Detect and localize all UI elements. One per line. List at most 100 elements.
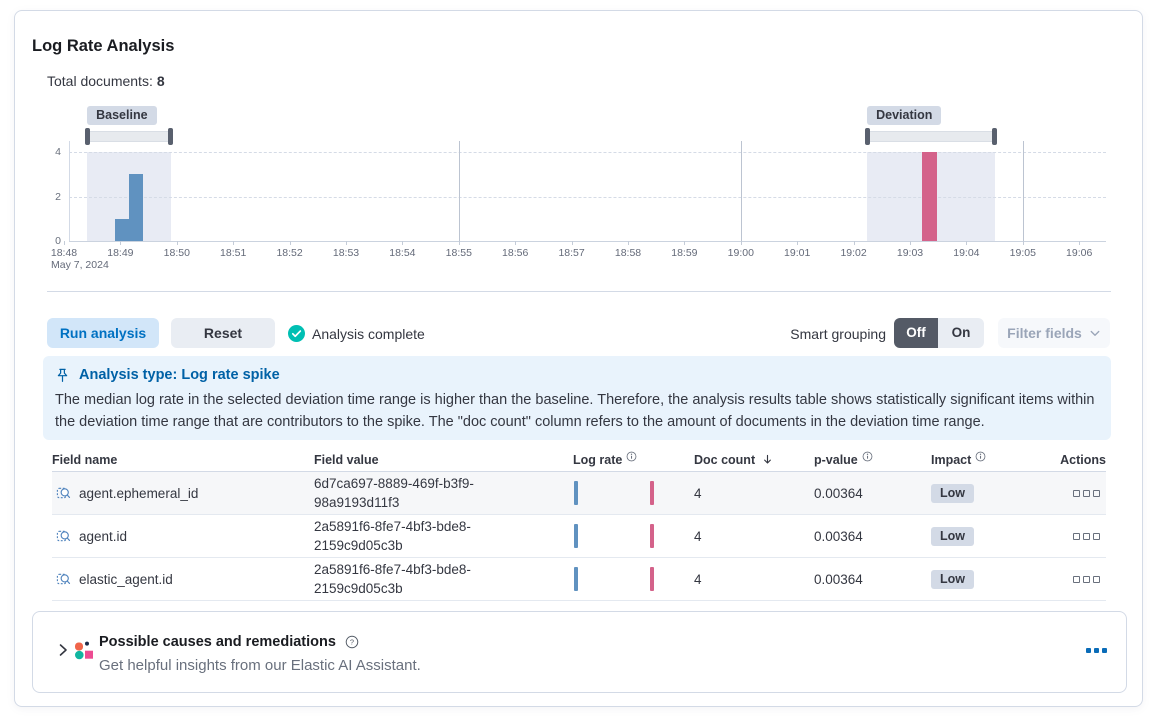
x-axis-tick — [1022, 241, 1024, 245]
table-row: agent.ephemeral_id 6d7ca697-8889-469f-b3f… — [52, 472, 1106, 515]
field-value: 2a5891f6-8fe7-4bf3-bde8-2159c9d05c3b — [314, 562, 471, 596]
deviation-brush-left-handle[interactable] — [865, 128, 871, 145]
field-filter-icon[interactable] — [56, 486, 71, 501]
x-axis-tick-label: 18:54 — [389, 247, 416, 259]
log-rate-cell — [561, 472, 681, 514]
x-axis-tick-label: 19:00 — [727, 247, 754, 259]
y-axis-line — [69, 141, 70, 241]
chevron-right-icon[interactable] — [55, 642, 71, 663]
x-gridline — [1022, 141, 1024, 241]
p-value-cell: 0.00364 — [814, 485, 863, 501]
table-header-row: Field name Field value Log rate Doc count p-… — [52, 448, 1106, 472]
row-actions-icon[interactable] — [1073, 489, 1100, 497]
deviation-label-badge: Deviation — [867, 106, 942, 125]
baseline-bar — [128, 174, 143, 241]
column-header-field-value[interactable]: Field value — [314, 453, 561, 467]
row-actions-icon[interactable] — [1073, 575, 1100, 583]
smart-grouping-off-button[interactable]: Off — [894, 318, 938, 348]
field-name-cell: agent.ephemeral_id — [52, 486, 314, 501]
x-axis-date-label: May 7, 2024 — [51, 259, 109, 271]
x-axis-tick-label: 19:03 — [896, 247, 924, 259]
impact-cell: Low — [918, 569, 1048, 589]
field-value-cell: 6d7ca697-8889-469f-b3f9-98a9193d11f3 — [314, 474, 561, 512]
field-filter-icon[interactable] — [56, 572, 71, 587]
table-row: elastic_agent.id 2a5891f6-8fe7-4bf3-bde8-… — [52, 558, 1106, 601]
y-axis-tick-label: 0 — [55, 235, 61, 247]
column-header-label: Field value — [314, 452, 379, 467]
row-actions-icon[interactable] — [1073, 532, 1100, 540]
possible-causes-panel: Possible causes and remediations ? Get h… — [32, 611, 1127, 693]
pin-icon — [55, 368, 70, 383]
log-rate-deviation-tick — [650, 524, 654, 548]
impact-cell: Low — [918, 526, 1048, 546]
info-icon[interactable] — [626, 451, 637, 468]
field-name: elastic_agent.id — [79, 571, 173, 587]
filter-fields-label: Filter fields — [1007, 325, 1082, 341]
baseline-brush-left-handle[interactable] — [85, 128, 91, 145]
log-rate-cell — [561, 515, 681, 557]
log-rate-deviation-tick — [650, 481, 654, 505]
info-icon[interactable] — [862, 451, 873, 468]
doc-count-cell: 4 — [694, 528, 702, 544]
x-axis-tick — [346, 241, 347, 245]
baseline-bar — [114, 218, 129, 241]
panel-actions-icon[interactable] — [1086, 648, 1107, 653]
x-axis-tick — [684, 241, 686, 245]
baseline-brush-right-handle[interactable] — [168, 128, 174, 145]
column-header-label: p-value — [814, 452, 858, 467]
deviation-brush[interactable] — [867, 131, 996, 142]
results-table: Field name Field value Log rate Doc count p-… — [52, 448, 1106, 601]
column-header-log-rate[interactable]: Log rate — [561, 451, 681, 468]
log-rate-baseline-tick — [574, 567, 578, 591]
actions-cell — [1048, 575, 1106, 583]
y-gridline — [69, 152, 1106, 153]
column-header-label: Doc count — [694, 452, 756, 467]
callout-body: The median log rate in the selected devi… — [55, 392, 1095, 430]
document-count-chart[interactable]: 0 2 4 18:48 18:49 18:50 18:51 18:52 18:53 18:54 18… — [15, 106, 1142, 278]
y-axis-tick-label: 2 — [55, 190, 61, 203]
x-axis-tick — [571, 241, 573, 245]
y-axis-tick-label: 4 — [55, 146, 61, 158]
log-rate-baseline-tick — [574, 524, 578, 548]
deviation-brush-right-handle[interactable] — [992, 128, 998, 145]
x-axis-tick — [289, 241, 291, 245]
x-axis-tick — [458, 241, 460, 245]
field-name: agent.ephemeral_id — [79, 485, 199, 501]
run-analysis-button[interactable]: Run analysis — [47, 318, 159, 348]
divider — [47, 291, 1111, 292]
info-icon[interactable] — [975, 451, 986, 468]
analysis-status: Analysis complete — [288, 325, 425, 342]
x-axis-tick-label: 19:01 — [784, 247, 811, 259]
field-value: 6d7ca697-8889-469f-b3f9-98a9193d11f3 — [314, 476, 474, 510]
field-filter-icon[interactable] — [56, 529, 71, 544]
x-axis-tick — [628, 241, 629, 245]
column-header-impact[interactable]: Impact — [918, 451, 1048, 468]
x-axis-tick — [120, 241, 122, 245]
column-header-p-value[interactable]: p-value — [801, 451, 918, 468]
callout-title: Analysis type: Log rate spike — [79, 367, 280, 383]
impact-badge: Low — [931, 483, 974, 503]
field-name: agent.id — [79, 528, 128, 544]
deviation-bar — [922, 152, 938, 241]
smart-grouping-label: Smart grouping — [790, 326, 886, 342]
sort-desc-icon[interactable] — [761, 453, 774, 466]
x-axis-tick-label: 19:02 — [840, 247, 867, 259]
total-documents-value: 8 — [156, 73, 165, 89]
x-axis-tick-label: 19:06 — [1066, 247, 1093, 259]
column-header-actions[interactable]: Actions — [1048, 453, 1106, 467]
log-rate-cell — [561, 558, 681, 600]
p-value-cell: 0.00364 — [814, 571, 863, 587]
table-row: agent.id 2a5891f6-8fe7-4bf3-bde8-2159c9d0… — [52, 515, 1106, 558]
baseline-brush[interactable] — [87, 131, 172, 142]
x-axis-tick — [402, 241, 404, 245]
x-gridline — [458, 141, 460, 241]
column-header-doc-count[interactable]: Doc count — [681, 453, 801, 467]
question-circle-icon[interactable]: ? — [345, 635, 359, 649]
smart-grouping-on-button[interactable]: On — [938, 318, 984, 348]
column-header-field-name[interactable]: Field name — [52, 453, 314, 467]
smart-grouping-toggle: Off On — [894, 318, 984, 348]
filter-fields-button[interactable]: Filter fields — [998, 318, 1110, 348]
impact-badge: Low — [931, 569, 974, 589]
reset-button[interactable]: Reset — [171, 318, 275, 348]
total-documents: Total documents: 8 — [47, 73, 165, 89]
